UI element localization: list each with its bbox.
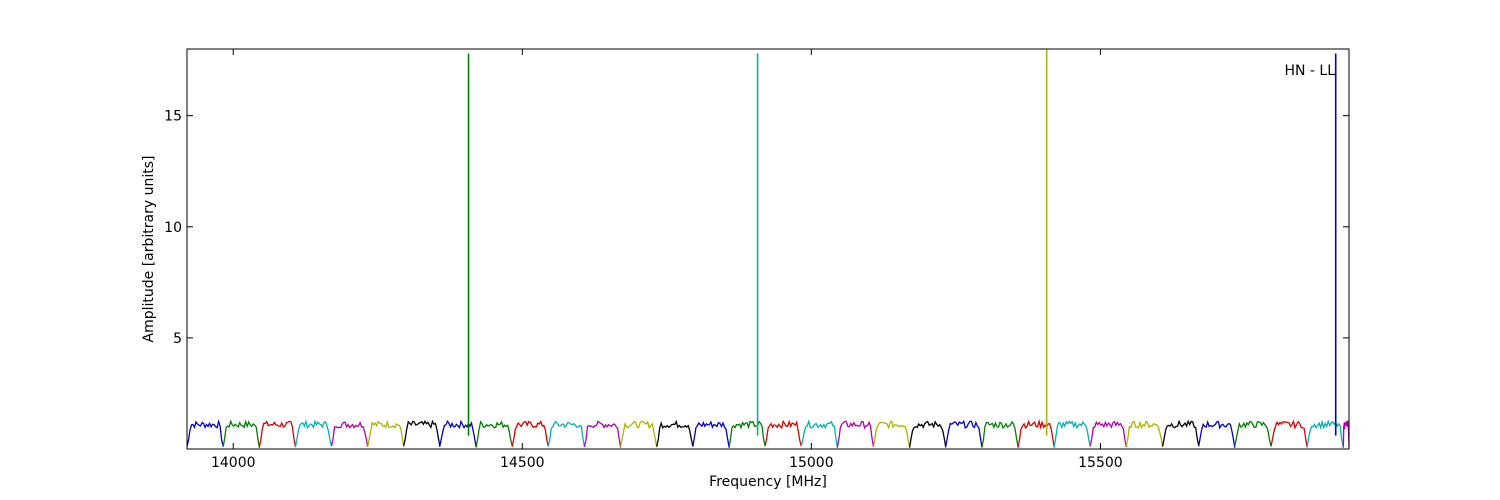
x-tick-label: 15000	[789, 455, 834, 471]
channel-segment	[222, 419, 260, 448]
channel-segment	[439, 419, 477, 448]
channel-segment	[908, 420, 947, 448]
y-axis-label: Amplitude [arbitrary units]	[141, 156, 157, 343]
x-axis-label: Frequency [MHz]	[709, 474, 827, 490]
y-tick-label: 5	[173, 331, 182, 347]
plot-frame	[186, 48, 1350, 450]
y-axis-ticks: 5 10 15	[164, 109, 1349, 347]
channel-segment	[475, 420, 513, 448]
channel-segment	[1342, 419, 1350, 448]
channel-segment	[1270, 419, 1308, 448]
channel-segment	[619, 420, 658, 448]
channel-segment	[1306, 419, 1344, 448]
x-tick-label: 14500	[500, 455, 545, 471]
channel-segment	[981, 420, 1019, 448]
channel-segment	[800, 418, 839, 449]
spike-lines	[467, 49, 1337, 436]
channel-segment	[1053, 420, 1091, 448]
channel-segment	[656, 419, 694, 447]
channel-segment	[1125, 420, 1164, 448]
channel-segment	[872, 420, 911, 447]
plot-lines	[186, 418, 1350, 449]
channel-segment	[1234, 420, 1272, 447]
channel-segment	[186, 419, 224, 447]
channel-segment	[1089, 420, 1128, 448]
channel-segment	[258, 420, 297, 448]
channel-segment	[836, 420, 875, 448]
channel-segment	[547, 420, 586, 448]
y-tick-label: 15	[164, 109, 182, 125]
x-axis-ticks: 14000 14500 15000 15500	[211, 49, 1123, 471]
channel-segment	[294, 419, 333, 448]
channel-segment	[583, 420, 622, 448]
channel-segment	[367, 419, 405, 448]
channel-segment	[764, 419, 802, 447]
annotation-label: HN - LL	[1284, 63, 1335, 79]
channel-segment	[692, 420, 730, 448]
channel-segment	[1161, 419, 1200, 447]
channel-segment	[728, 420, 766, 449]
x-tick-label: 15500	[1078, 455, 1123, 471]
channel-segment	[330, 420, 369, 448]
x-tick-label: 14000	[211, 455, 256, 471]
channel-segment	[511, 419, 549, 447]
channel-segment	[1017, 418, 1055, 448]
channel-segment	[403, 419, 441, 447]
channel-segment	[1198, 419, 1236, 448]
channel-segment	[945, 419, 983, 448]
y-tick-label: 10	[164, 220, 182, 236]
